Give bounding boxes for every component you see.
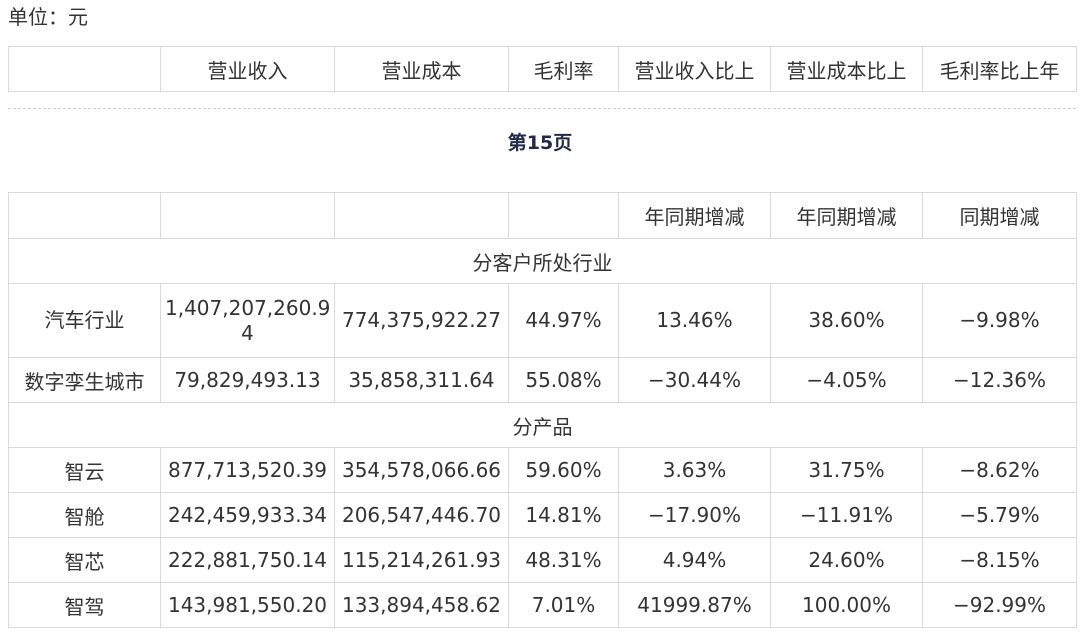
table-row: 汽车行业 1,407,207,260.9 4 774,375,922.27 44…: [8, 283, 1077, 358]
row-margin-change: −8.15%: [922, 537, 1077, 583]
header-cell-margin-change: 毛利率比上年: [922, 46, 1077, 92]
row-cost: 354,578,066.66: [334, 447, 509, 493]
row-cost: 133,894,458.62: [334, 582, 509, 628]
header-cell: [8, 192, 161, 239]
header-cell-cost: 营业成本: [334, 46, 509, 92]
row-cost: 115,214,261.93: [334, 537, 509, 583]
row-cost-change: 38.60%: [770, 283, 923, 358]
row-revenue-change: 13.46%: [618, 283, 771, 358]
row-margin-change: −5.79%: [922, 492, 1077, 538]
row-name: 智云: [8, 447, 161, 493]
row-margin-change: −92.99%: [922, 582, 1077, 628]
row-cost: 774,375,922.27: [334, 283, 509, 358]
table-row: 数字孪生城市 79,829,493.13 35,858,311.64 55.08…: [8, 357, 1077, 403]
row-cost-change: 100.00%: [770, 582, 923, 628]
row-revenue-change: 3.63%: [618, 447, 771, 493]
header-cell-margin-change-cont: 同期增减: [922, 192, 1077, 239]
row-cost: 35,858,311.64: [334, 357, 509, 403]
section-title-product: 分产品: [8, 402, 1077, 448]
continued-header-row: 年同期增减 年同期增减 同期增减: [8, 192, 1077, 239]
row-revenue: 242,459,933.34: [160, 492, 335, 538]
row-revenue-change: −17.90%: [618, 492, 771, 538]
unit-label: 单位：元: [8, 5, 88, 29]
header-cell: [160, 192, 335, 239]
row-margin: 59.60%: [508, 447, 619, 493]
row-margin-change: −12.36%: [922, 357, 1077, 403]
header-cell: [334, 192, 509, 239]
row-cost-change: −11.91%: [770, 492, 923, 538]
row-name: 智舱: [8, 492, 161, 538]
row-name: 数字孪生城市: [8, 357, 161, 403]
row-margin: 14.81%: [508, 492, 619, 538]
header-cell-cost-change: 营业成本比上: [770, 46, 923, 92]
row-cost: 206,547,446.70: [334, 492, 509, 538]
header-cell-revenue: 营业收入: [160, 46, 335, 92]
row-revenue-change: −30.44%: [618, 357, 771, 403]
table-row: 智驾 143,981,550.20 133,894,458.62 7.01% 4…: [8, 582, 1077, 628]
row-margin-change: −9.98%: [922, 283, 1077, 358]
header-cell-revenue-change-cont: 年同期增减: [618, 192, 771, 239]
header-table: 营业收入 营业成本 毛利率 营业收入比上 营业成本比上 毛利率比上年: [8, 46, 1077, 92]
section-row-industry: 分客户所处行业: [8, 238, 1077, 284]
section-row-product: 分产品: [8, 402, 1077, 448]
header-cell-cost-change-cont: 年同期增减: [770, 192, 923, 239]
row-cost-change: −4.05%: [770, 357, 923, 403]
row-cost-change: 24.60%: [770, 537, 923, 583]
row-name: 智驾: [8, 582, 161, 628]
row-margin-change: −8.62%: [922, 447, 1077, 493]
table-row: 智云 877,713,520.39 354,578,066.66 59.60% …: [8, 447, 1077, 493]
page-divider: [8, 108, 1076, 109]
header-cell-revenue-change: 营业收入比上: [618, 46, 771, 92]
row-margin: 48.31%: [508, 537, 619, 583]
row-name: 智芯: [8, 537, 161, 583]
header-row: 营业收入 营业成本 毛利率 营业收入比上 营业成本比上 毛利率比上年: [8, 46, 1077, 92]
page-label: 第15页: [507, 132, 573, 154]
row-revenue-line1: 1,407,207,260.9: [165, 295, 331, 320]
header-cell-margin: 毛利率: [508, 46, 619, 92]
row-margin: 55.08%: [508, 357, 619, 403]
table-row: 智芯 222,881,750.14 115,214,261.93 48.31% …: [8, 537, 1077, 583]
table-row: 智舱 242,459,933.34 206,547,446.70 14.81% …: [8, 492, 1077, 538]
row-margin: 44.97%: [508, 283, 619, 358]
row-revenue: 877,713,520.39: [160, 447, 335, 493]
row-margin: 7.01%: [508, 582, 619, 628]
row-revenue: 1,407,207,260.9 4: [160, 283, 335, 358]
row-revenue: 79,829,493.13: [160, 357, 335, 403]
section-title-industry: 分客户所处行业: [8, 238, 1077, 284]
row-revenue: 222,881,750.14: [160, 537, 335, 583]
header-cell: [508, 192, 619, 239]
data-table: 年同期增减 年同期增减 同期增减 分客户所处行业 汽车行业 1,407,207,…: [8, 192, 1077, 628]
row-cost-change: 31.75%: [770, 447, 923, 493]
row-name: 汽车行业: [8, 283, 161, 358]
row-revenue: 143,981,550.20: [160, 582, 335, 628]
row-revenue-line2: 4: [241, 320, 254, 345]
row-revenue-change: 41999.87%: [618, 582, 771, 628]
header-cell-empty: [8, 46, 161, 92]
row-revenue-change: 4.94%: [618, 537, 771, 583]
